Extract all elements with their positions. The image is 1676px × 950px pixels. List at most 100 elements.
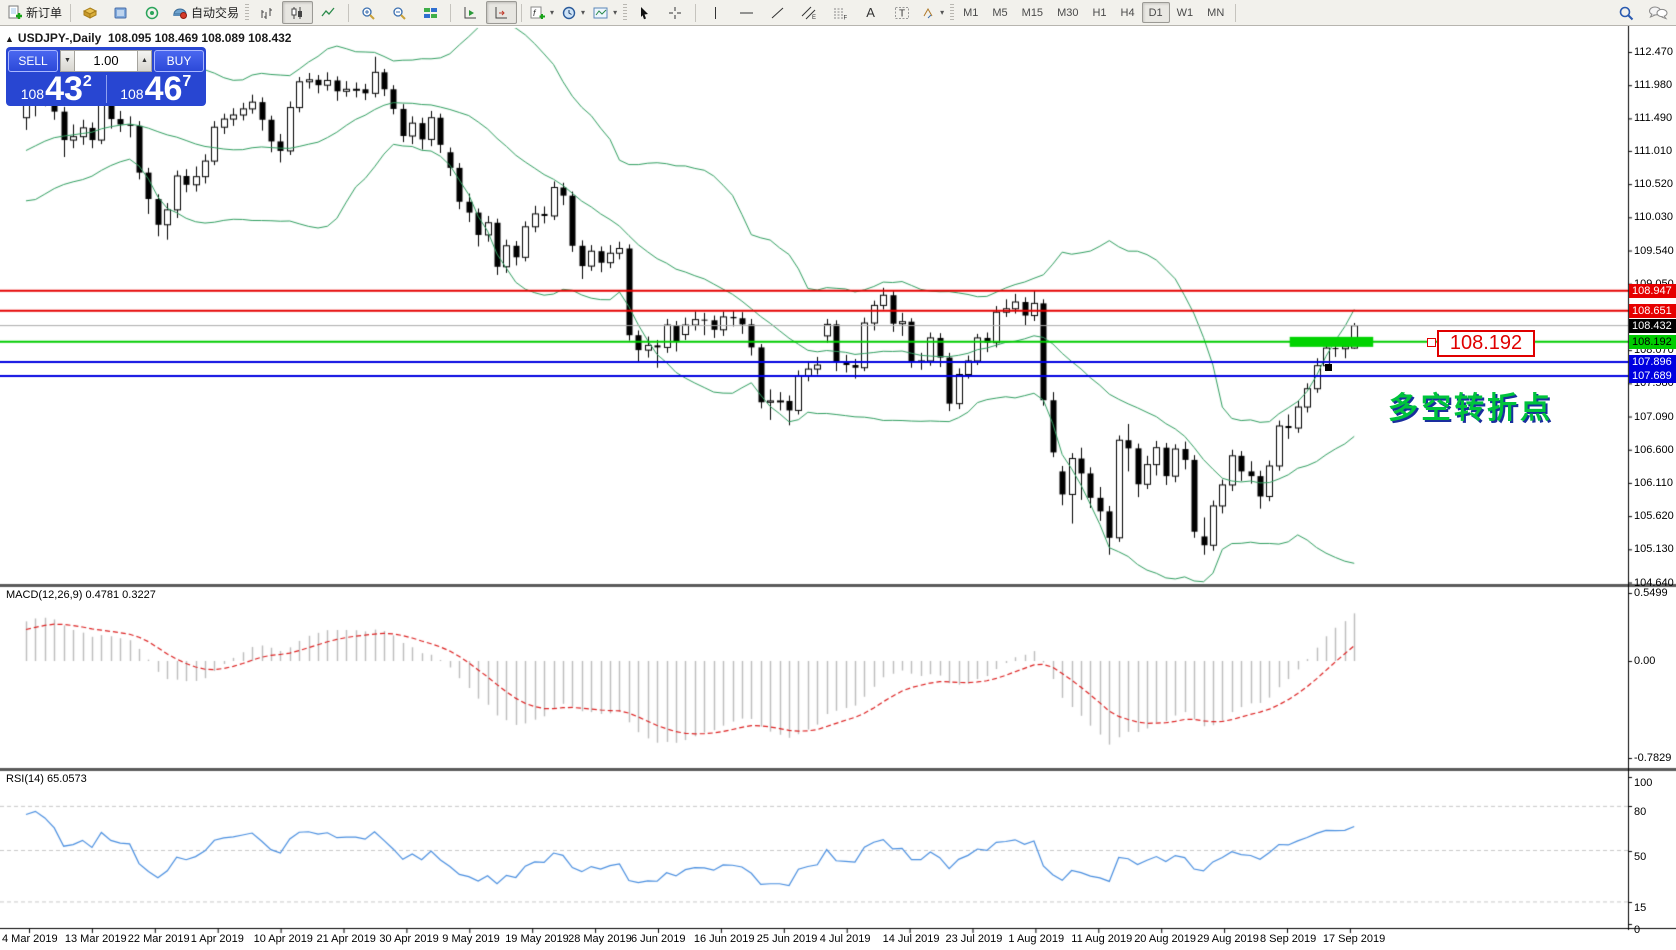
text-tool-label: A [866, 5, 875, 20]
chat-button[interactable] [1642, 1, 1673, 24]
volume-increase-button[interactable]: ▲ [137, 49, 152, 72]
text-tool-button[interactable]: A [855, 1, 886, 24]
price-axis-tick: 112.470 [1634, 46, 1673, 58]
collapse-panel-icon[interactable]: ▲ [5, 34, 14, 44]
zoom-out-button[interactable] [384, 1, 415, 24]
macd-axis-tick: 0.00 [1634, 655, 1656, 667]
price-line-label: 108.192 [1629, 334, 1676, 349]
rsi-axis-tick: 100 [1634, 777, 1653, 789]
signal-icon [145, 6, 159, 19]
bar-chart-mode-button[interactable] [251, 1, 282, 24]
signal-button[interactable] [137, 1, 168, 24]
chat-icon [1648, 6, 1667, 20]
tile-windows-icon [424, 7, 438, 18]
candlestick-mode-button[interactable] [282, 1, 314, 24]
date-axis-label: 21 Apr 2019 [316, 933, 376, 945]
timeframe-button-m5[interactable]: M5 [992, 6, 1008, 19]
price-line-label: 108.651 [1629, 303, 1676, 318]
toolbar: 新订单 自动交易 f ▾ ▾ ▾ E F A T ▾ [0, 0, 1676, 26]
price-line-label: 108.947 [1629, 283, 1676, 298]
sell-price[interactable]: 108 43 2 [8, 72, 105, 106]
periods-button[interactable]: ▾ [558, 1, 589, 24]
svg-text:f: f [533, 8, 537, 18]
chart-canvas[interactable] [0, 26, 1676, 950]
new-order-icon [8, 5, 22, 19]
date-axis-label: 4 Mar 2019 [2, 933, 58, 945]
crosshair-tool-button[interactable] [660, 1, 691, 24]
price-level-text-box: 108.192 [1437, 330, 1535, 357]
autotrade-label: 自动交易 [191, 6, 240, 20]
date-axis-label: 22 Mar 2019 [127, 933, 190, 945]
fibonacci-tool-button[interactable]: F [824, 1, 855, 24]
label-tool-button[interactable]: T [886, 1, 917, 24]
templates-button[interactable]: ▾ [589, 1, 621, 24]
line-anchor-marker[interactable] [1427, 338, 1436, 347]
volume-input[interactable] [75, 49, 137, 72]
date-axis-label: 23 Jul 2019 [945, 933, 1003, 945]
date-axis-label: 4 Jul 2019 [819, 933, 871, 945]
cursor-icon [641, 6, 649, 19]
market-depth-button[interactable] [106, 1, 137, 24]
timeframe-button-w1[interactable]: W1 [1176, 6, 1194, 19]
timeframe-button-m1[interactable]: M1 [963, 6, 979, 19]
market-depth-icon [114, 7, 127, 18]
timeframe-button-d1[interactable]: D1 [1141, 2, 1170, 23]
line-chart-mode-button[interactable] [313, 1, 344, 24]
rsi-axis-tick: 80 [1634, 806, 1647, 818]
buy-price-prefix: 108 [120, 86, 144, 102]
timeframe-button-m15[interactable]: M15 [1021, 6, 1044, 19]
tick-chart-button[interactable] [75, 1, 106, 24]
chart-shift-button[interactable] [486, 1, 518, 24]
timeframe-button-mn[interactable]: MN [1207, 6, 1225, 19]
buy-button[interactable]: BUY [154, 49, 204, 72]
trendline-tool-button[interactable] [762, 1, 793, 24]
date-axis-label: 20 Aug 2019 [1134, 933, 1196, 945]
price-line-label: 108.432 [1629, 318, 1676, 333]
autotrade-button[interactable]: 自动交易 [168, 1, 243, 24]
auto-scroll-button[interactable] [455, 1, 486, 24]
chart-ohlc-values: 108.095 108.469 108.089 108.432 [107, 31, 292, 45]
search-button[interactable] [1611, 1, 1642, 24]
cursor-tool-button[interactable] [629, 1, 660, 24]
rsi-axis-tick: 0 [1634, 924, 1641, 936]
date-axis-label: 8 Sep 2019 [1260, 933, 1317, 945]
price-axis-tick: 111.980 [1634, 79, 1673, 92]
tile-windows-button[interactable] [415, 1, 446, 24]
sell-button[interactable]: SELL [8, 49, 58, 72]
black-square-marker[interactable] [1325, 364, 1332, 371]
shapes-tool-button[interactable]: ▾ [917, 1, 948, 24]
zoom-in-button[interactable] [353, 1, 384, 24]
indicators-dropdown-arrow[interactable]: ▾ [550, 8, 555, 17]
timeframe-button-h4[interactable]: H4 [1120, 6, 1135, 19]
price-axis-tick: 111.010 [1634, 144, 1673, 157]
date-axis-label: 11 Aug 2019 [1071, 933, 1133, 945]
buy-price[interactable]: 108 46 7 [108, 70, 205, 109]
one-click-trading-panel: SELL ▼ ▲ BUY 108 43 2 108 46 7 [6, 47, 206, 106]
shapes-dropdown-arrow[interactable]: ▾ [940, 8, 945, 17]
svg-text:T: T [899, 8, 905, 19]
timeframe-button-h1[interactable]: H1 [1092, 6, 1107, 19]
price-axis-tick: 106.110 [1634, 476, 1673, 489]
volume-decrease-button[interactable]: ▼ [60, 49, 75, 72]
new-order-button[interactable]: 新订单 [3, 1, 66, 24]
rsi-window-label: RSI(14) 65.0573 [6, 773, 87, 785]
buy-price-main: 46 [144, 70, 183, 109]
horizontal-line-tool-button[interactable] [731, 1, 762, 24]
timeframe-button-m30[interactable]: M30 [1057, 6, 1079, 19]
macd-axis-tick: 0.5499 [1634, 587, 1668, 599]
price-axis-tick: 105.620 [1634, 510, 1674, 523]
equidistant-channel-tool-button[interactable]: E [793, 1, 824, 24]
templates-dropdown-arrow[interactable]: ▾ [613, 8, 618, 17]
price-axis-tick: 106.600 [1634, 443, 1674, 456]
date-axis-label: 10 Apr 2019 [253, 933, 313, 945]
indicators-button[interactable]: f ▾ [526, 1, 558, 24]
date-axis-label: 30 Apr 2019 [379, 933, 439, 945]
timeframe-group: M1 M5 M15 M30 H1 H4 D1 W1 MN [956, 2, 1231, 23]
price-line-label: 107.689 [1629, 368, 1676, 383]
chart-title: ▲ USDJPY-,Daily 108.095 108.469 108.089 1… [5, 31, 291, 45]
vertical-line-tool-button[interactable] [700, 1, 731, 24]
zoom-out-icon [393, 6, 406, 20]
shapes-icon [923, 7, 933, 18]
label-icon: T [894, 6, 909, 19]
periods-dropdown-arrow[interactable]: ▾ [581, 8, 586, 17]
